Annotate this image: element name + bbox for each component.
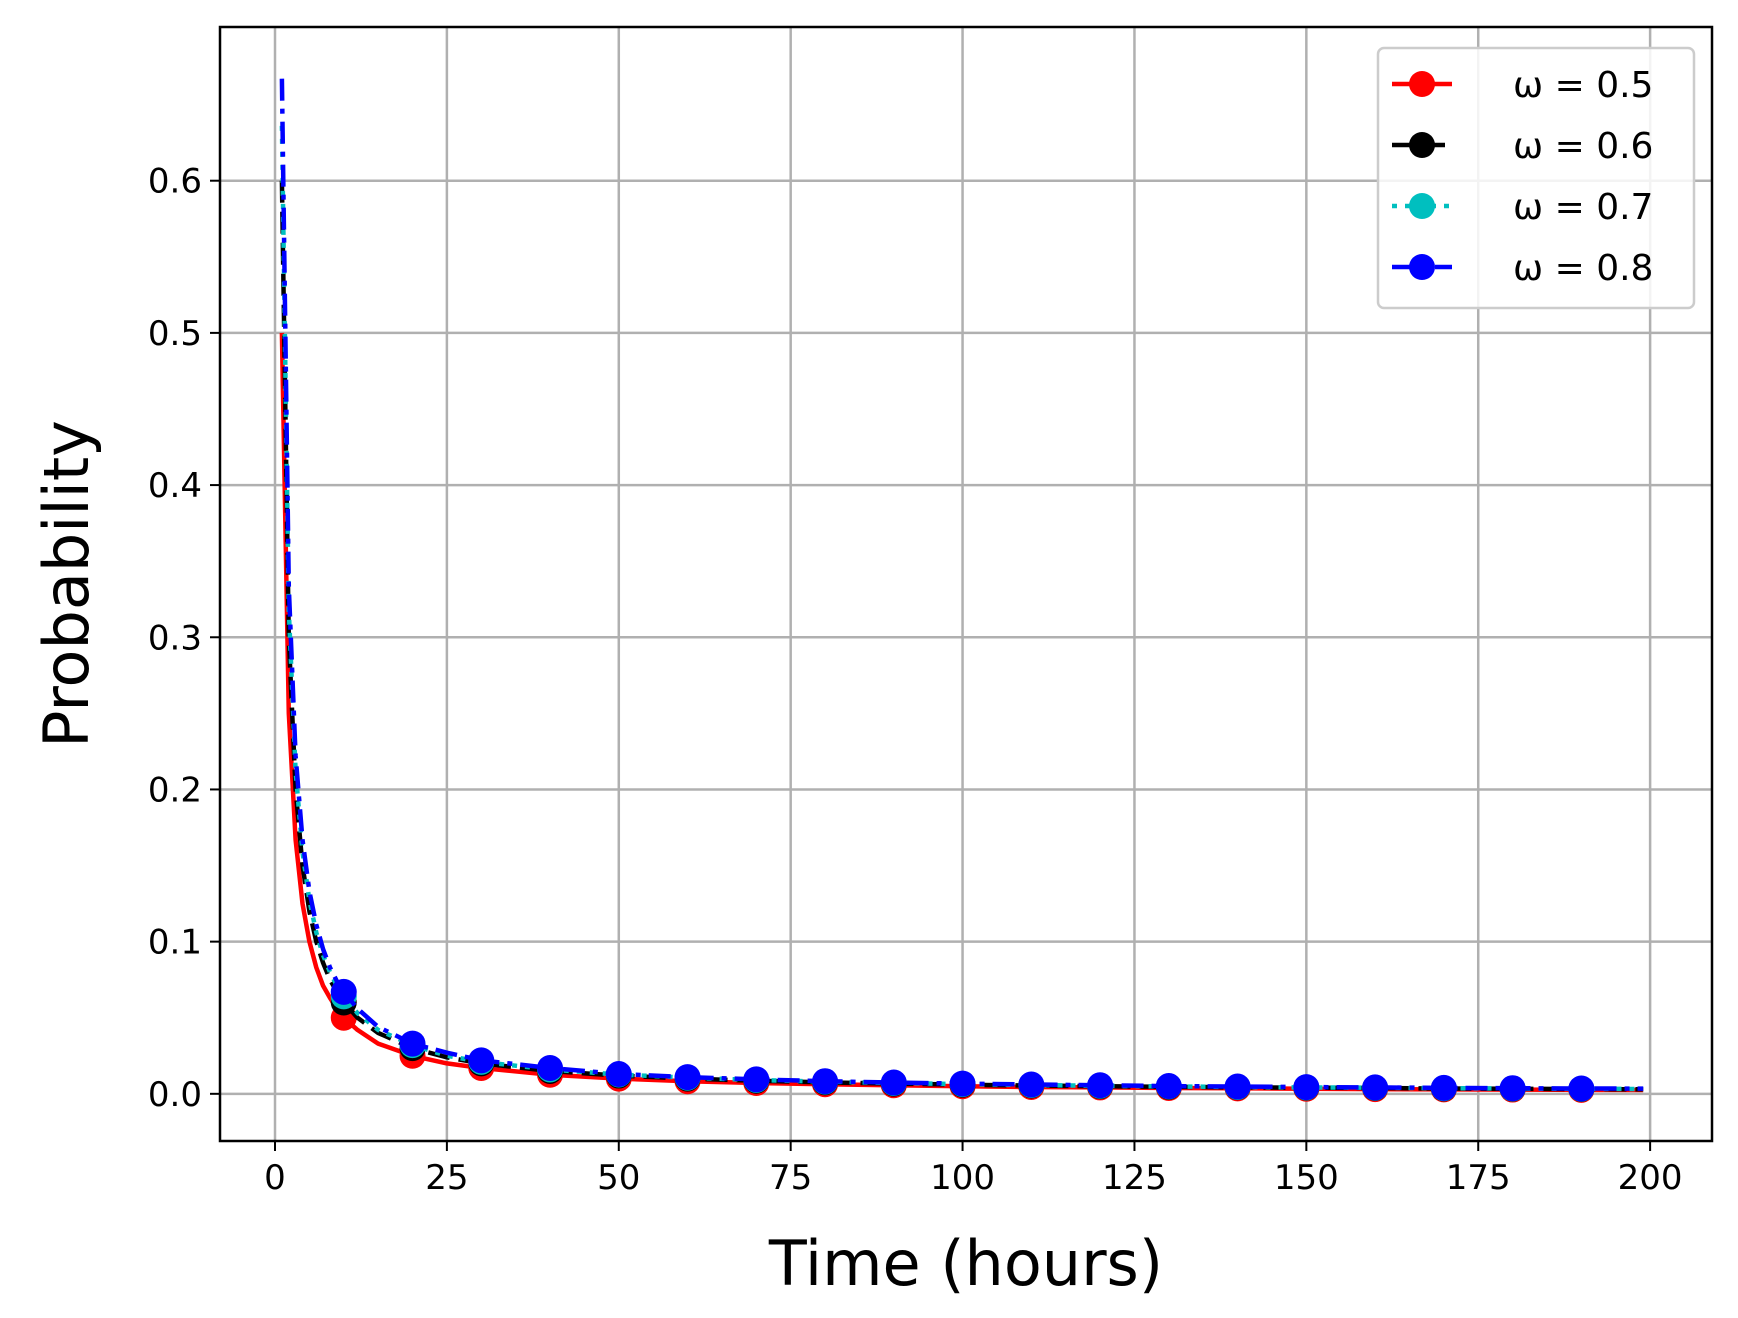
series-4-marker: [880, 1069, 907, 1096]
series-4-marker: [1568, 1075, 1595, 1102]
series-4-marker: [1499, 1075, 1526, 1102]
y-tick-label: 0.3: [148, 618, 202, 658]
x-tick-label: 75: [769, 1158, 812, 1198]
series-4-marker: [1087, 1072, 1114, 1099]
series-4: [279, 78, 1644, 1102]
series-4-marker: [1362, 1074, 1389, 1101]
series-4-marker: [674, 1064, 701, 1091]
legend-label-2: ω = 0.6: [1513, 126, 1653, 167]
y-tick-label: 0.1: [148, 923, 202, 963]
x-tick-label: 50: [597, 1158, 640, 1198]
series-4-marker: [1018, 1071, 1045, 1098]
x-tick-label: 25: [425, 1158, 468, 1198]
legend-box: [1376, 46, 1696, 310]
series-4-marker: [468, 1047, 495, 1074]
series-4-marker: [330, 978, 357, 1005]
x-tick-label: 125: [1102, 1158, 1167, 1198]
series-4-marker: [1224, 1073, 1251, 1100]
legend-marker-2: [1409, 132, 1435, 158]
series-4-marker: [812, 1068, 839, 1095]
tick-layer: 0 25 50 75 100 125 150 175 200 0.0 0.1 0.2 0.3 0.4 0.5…: [148, 162, 1683, 1198]
legend-marker-1: [1409, 71, 1435, 97]
y-tick-label: 0.0: [148, 1075, 202, 1115]
legend-marker-4: [1409, 254, 1435, 280]
series-4-marker: [1155, 1073, 1182, 1100]
series-layer: [279, 78, 1644, 1103]
y-tick-label: 0.5: [148, 314, 202, 354]
x-tick-label: 150: [1274, 1158, 1339, 1198]
legend: ω = 0.5 ω = 0.6 ω = 0.7 ω = 0.8: [1376, 46, 1696, 310]
legend-label-1: ω = 0.5: [1513, 65, 1653, 106]
series-4-marker: [399, 1030, 426, 1057]
x-axis-title: Time (hours): [768, 1227, 1163, 1300]
series-4-marker: [743, 1066, 770, 1093]
x-tick-label: 175: [1446, 1158, 1511, 1198]
y-tick-label: 0.4: [148, 466, 202, 506]
y-tick-label: 0.2: [148, 770, 202, 810]
series-4-marker: [605, 1061, 632, 1088]
x-tick-label: 200: [1618, 1158, 1683, 1198]
y-tick-label: 0.6: [148, 162, 202, 202]
series-4-marker: [949, 1070, 976, 1097]
plot-frame: [218, 25, 1714, 1143]
y-axis-title: Probability: [30, 420, 103, 748]
legend-marker-3: [1409, 193, 1435, 219]
x-tick-label: 100: [930, 1158, 995, 1198]
series-4-marker: [537, 1054, 564, 1081]
legend-label-3: ω = 0.7: [1513, 187, 1653, 228]
x-tick-label: 0: [264, 1158, 286, 1198]
series-4-marker: [1430, 1074, 1457, 1101]
legend-label-4: ω = 0.8: [1513, 248, 1653, 289]
series-4-marker: [1293, 1074, 1320, 1101]
